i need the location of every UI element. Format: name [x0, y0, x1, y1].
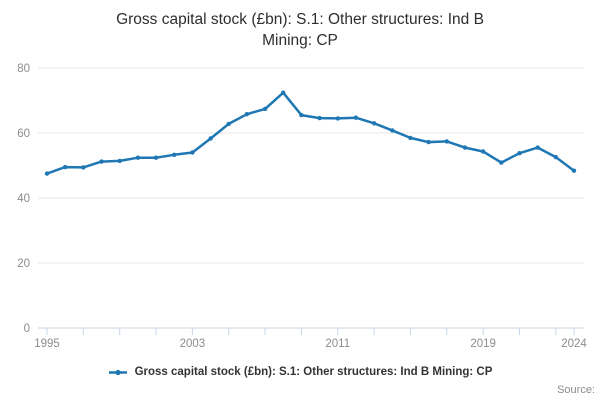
chart-title-line2: Mining: CP [262, 32, 338, 49]
data-point-2006 [244, 112, 250, 117]
y-tick-label-60: 60 [17, 128, 30, 140]
y-tick-label-20: 20 [17, 258, 30, 270]
data-point-2012 [353, 115, 359, 120]
legend-line-marker-icon [108, 369, 127, 375]
x-tick-label-2003: 2003 [180, 338, 206, 350]
chart-title-line1: Gross capital stock (£bn): S.1: Other st… [116, 11, 484, 28]
data-point-2016 [426, 139, 431, 145]
data-point-1996 [62, 164, 68, 170]
data-point-2013 [371, 121, 377, 126]
x-tick-label-2019: 2019 [470, 338, 496, 350]
legend-label: Gross capital stock (£bn): S.1: Other st… [134, 366, 493, 378]
data-point-2022 [535, 145, 540, 150]
data-point-2004 [208, 136, 213, 141]
data-point-2010 [317, 115, 322, 121]
data-point-2002 [172, 152, 177, 157]
data-point-2008 [281, 90, 286, 95]
chart-title: Gross capital stock (£bn): S.1: Other st… [0, 9, 600, 51]
y-tick-label-40: 40 [17, 193, 30, 205]
data-point-2019 [480, 149, 486, 154]
data-point-2014 [390, 128, 395, 133]
data-point-2021 [517, 151, 522, 156]
data-point-2003 [190, 150, 195, 155]
x-tick-label-2024: 2024 [561, 338, 587, 350]
data-point-2007 [262, 106, 268, 112]
y-tick-label-0: 0 [24, 323, 30, 335]
data-point-2015 [408, 135, 413, 141]
data-point-2020 [499, 160, 504, 165]
data-point-1998 [99, 159, 104, 164]
source-label: Source: [557, 384, 595, 396]
data-point-2023 [553, 154, 558, 160]
x-tick-label-1995: 1995 [34, 338, 60, 350]
chart-legend: Gross capital stock (£bn): S.1: Other st… [0, 366, 600, 378]
data-point-2018 [462, 145, 468, 150]
data-point-1999 [117, 158, 122, 164]
data-point-2000 [135, 155, 141, 160]
data-point-2024 [571, 168, 577, 173]
y-tick-label-80: 80 [17, 63, 30, 75]
data-point-2011 [335, 116, 340, 121]
data-point-2005 [226, 121, 231, 127]
series-line-0 [45, 91, 576, 175]
data-point-2009 [299, 112, 304, 118]
data-point-1997 [81, 165, 86, 170]
data-point-2017 [444, 139, 449, 144]
data-point-2001 [153, 155, 159, 160]
data-point-1995 [44, 171, 50, 176]
x-tick-label-2011: 2011 [325, 338, 350, 350]
